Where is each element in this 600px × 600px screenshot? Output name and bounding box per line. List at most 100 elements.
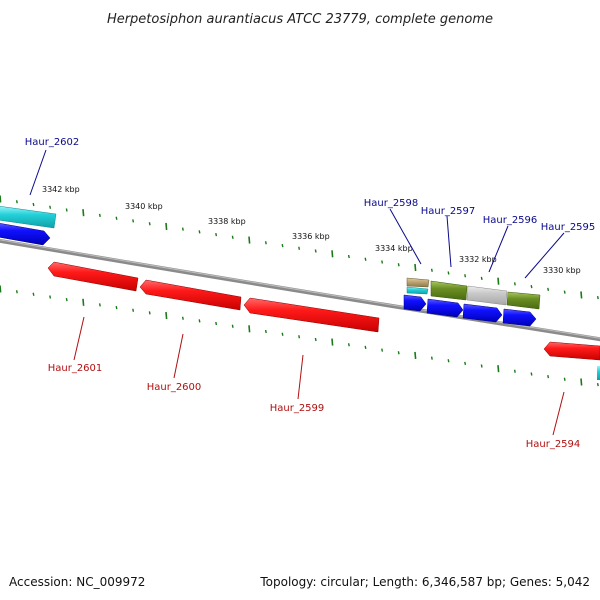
ruler-minor-tick: [464, 274, 467, 278]
gene-haur-2597-feature[interactable]: [430, 280, 468, 301]
ruler-minor-tick: [49, 205, 52, 209]
ruler-major-tick: [165, 222, 168, 230]
ruler-major-tick: [414, 351, 417, 359]
ruler-major-tick: [497, 365, 500, 373]
ruler-minor-tick: [430, 356, 433, 360]
genome-summary-text: Topology: circular; Length: 6,346,587 bp…: [259, 575, 590, 589]
ruler-major-tick: [331, 250, 334, 258]
label-haur-2595: Haur_2595: [541, 222, 596, 233]
ruler-minor-tick: [381, 260, 384, 264]
ruler-minor-tick: [231, 235, 234, 239]
ruler-minor-tick: [397, 351, 400, 355]
ruler-label-3338: 3338 kbp: [208, 217, 246, 226]
ruler-minor-tick: [530, 372, 533, 376]
ruler-minor-tick: [547, 374, 550, 379]
ruler-minor-tick: [596, 382, 599, 387]
label-haur-2597: Haur_2597: [421, 206, 476, 217]
ruler-minor-tick: [15, 200, 18, 204]
ruler-minor-tick: [314, 337, 317, 342]
ruler-label-3330: 3330 kbp: [543, 266, 581, 275]
gene-haur-2602[interactable]: [0, 223, 51, 246]
ruler-minor-tick: [132, 308, 135, 312]
ruler-label-3340: 3340 kbp: [125, 202, 163, 211]
leader-haur-2597: [446, 215, 452, 268]
ruler-label-3332: 3332 kbp: [459, 255, 497, 264]
gene-haur-2595-feature[interactable]: [506, 291, 541, 310]
gene-haur-2596-feature[interactable]: [466, 285, 508, 306]
ruler-major-tick: [580, 378, 583, 386]
accession-text: Accession: NC_009972: [9, 575, 145, 589]
leader-haur-2602: [29, 149, 47, 196]
gene-haur-2598-feature-tan[interactable]: [406, 277, 430, 288]
ruler-minor-tick: [298, 335, 301, 339]
ruler-minor-tick: [281, 243, 284, 248]
ruler-minor-tick: [530, 284, 533, 289]
ruler-label-3334: 3334 kbp: [375, 244, 413, 253]
gene-haur-2601[interactable]: [47, 261, 139, 292]
ruler-minor-tick: [98, 303, 101, 307]
ruler-minor-tick: [281, 332, 284, 336]
gene-haur-2597[interactable]: [426, 298, 464, 318]
gene-haur-2594[interactable]: [543, 341, 600, 361]
ruler-major-tick: [331, 338, 334, 346]
ruler-minor-tick: [15, 290, 18, 294]
gene-haur-2599[interactable]: [243, 297, 380, 333]
leader-haur-2599: [297, 354, 304, 400]
gene-haur-2595-forward[interactable]: [502, 308, 537, 327]
leader-haur-2596: [488, 225, 509, 273]
label-haur-2598: Haur_2598: [364, 198, 419, 209]
leader-haur-2601: [73, 316, 85, 361]
gene-haur-2598-feature-cyan[interactable]: [406, 286, 429, 295]
ruler-major-tick: [0, 195, 2, 203]
leader-haur-2594: [552, 391, 565, 436]
ruler-minor-tick: [430, 268, 433, 272]
ruler-ticks-lower: [0, 285, 599, 387]
ruler-minor-tick: [148, 311, 151, 315]
label-haur-2601: Haur_2601: [48, 363, 103, 374]
gene-haur-2602-feature[interactable]: [0, 206, 57, 229]
ruler-minor-tick: [264, 241, 267, 245]
ruler-major-tick: [248, 325, 251, 333]
leader-haur-2598: [389, 208, 422, 265]
ruler-minor-tick: [513, 369, 516, 373]
ruler-minor-tick: [464, 361, 467, 366]
ruler-major-tick: [414, 263, 417, 272]
ruler-minor-tick: [563, 290, 566, 294]
ruler-minor-tick: [298, 246, 301, 250]
label-haur-2599: Haur_2599: [270, 403, 325, 414]
ruler-major-tick: [82, 298, 85, 306]
ruler-minor-tick: [347, 343, 350, 347]
gene-haur-2598[interactable]: [403, 294, 427, 312]
ruler-minor-tick: [65, 297, 68, 302]
ruler-minor-tick: [447, 271, 450, 275]
ruler-minor-tick: [181, 227, 184, 231]
genome-backbone-highlight: [0, 239, 600, 339]
ruler-major-tick: [248, 236, 251, 244]
ruler-minor-tick: [32, 202, 35, 207]
label-haur-2602: Haur_2602: [25, 137, 80, 148]
ruler-minor-tick: [347, 254, 350, 259]
ruler-minor-tick: [563, 377, 566, 381]
ruler-minor-tick: [397, 263, 400, 267]
ruler-minor-tick: [513, 282, 516, 286]
ruler-minor-tick: [115, 305, 118, 310]
ruler-ticks-upper: [0, 195, 599, 300]
ruler-major-tick: [580, 291, 583, 299]
ruler-minor-tick: [32, 292, 35, 296]
ruler-minor-tick: [447, 359, 450, 363]
label-haur-2596: Haur_2596: [483, 215, 538, 226]
ruler-label-3342: 3342 kbp: [42, 185, 80, 194]
ruler-minor-tick: [215, 232, 218, 237]
ruler-minor-tick: [181, 316, 184, 320]
gene-haur-2596[interactable]: [462, 303, 503, 323]
label-haur-2600: Haur_2600: [147, 382, 202, 393]
ruler-minor-tick: [314, 249, 317, 253]
ruler-minor-tick: [148, 222, 151, 226]
ruler-minor-tick: [215, 321, 218, 326]
ruler-minor-tick: [480, 364, 483, 368]
genome-title: Herpetosiphon aurantiacus ATCC 23779, co…: [107, 12, 493, 27]
gene-haur-2600[interactable]: [139, 279, 242, 311]
edge-feature-cyan: [597, 366, 600, 380]
ruler-minor-tick: [264, 329, 267, 334]
ruler-major-tick: [82, 209, 85, 217]
